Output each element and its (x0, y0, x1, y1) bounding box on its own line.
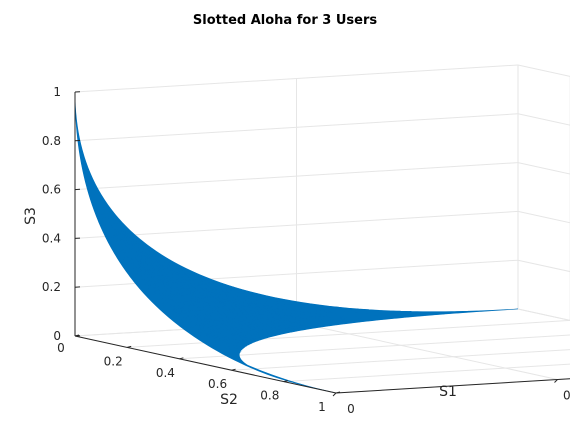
side-gridline-z (518, 65, 570, 122)
y-axis-label: S2 (220, 392, 238, 408)
z-tick-label: 0.6 (42, 183, 61, 197)
x-tick-label: 0.5 (563, 389, 570, 403)
floor-gridline-x (297, 323, 558, 380)
chart-title: Slotted Aloha for 3 Users (193, 13, 377, 28)
side-gridline-z (518, 211, 570, 268)
axes-layer (75, 92, 570, 393)
side-gridline-z (518, 163, 570, 220)
floor-gridline-y (232, 343, 570, 370)
z-tick-label: 0.2 (42, 280, 61, 294)
x-axis-label: S1 (439, 384, 457, 400)
y-tick-label: 0.8 (260, 389, 279, 403)
x-tick-label: 0 (347, 402, 355, 416)
x-tick-mark (333, 393, 336, 396)
y-tick-label: 0.4 (156, 366, 175, 380)
z-tick-label: 0.4 (42, 231, 61, 245)
z-axis-label: S3 (23, 207, 39, 225)
y-tick-label: 0.6 (208, 377, 227, 391)
side-gridline-z (518, 260, 570, 317)
y-tick-label: 0.2 (104, 354, 123, 368)
z-tick-label: 1 (53, 85, 61, 99)
z-tick-label: 0.8 (42, 134, 61, 148)
y-tick-label: 0 (57, 341, 65, 355)
grid-layer (75, 65, 570, 393)
side-gridline-z (518, 114, 570, 171)
y-tick-label: 1 (318, 400, 326, 414)
